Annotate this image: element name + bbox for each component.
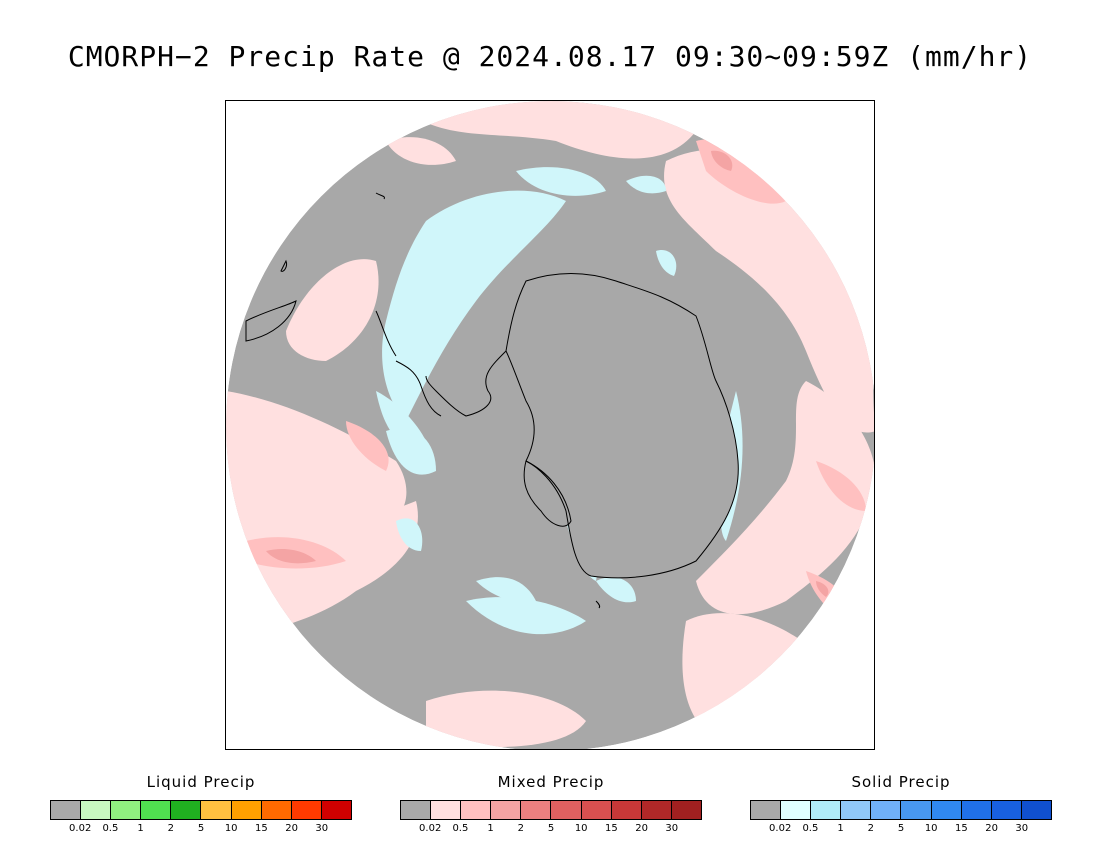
legend-mixed-precip: Mixed Precip 0.02 0.5 1 2 5 10 15 20 30 [400,772,702,836]
legend-title: Mixed Precip [497,773,605,791]
legend-swatch [201,801,232,819]
legend-swatch [171,801,202,819]
legend-swatch [1021,801,1051,819]
legend-tick-label: 2 [167,823,174,834]
legend-swatch [811,801,842,819]
legend-swatch [521,801,552,819]
legend-swatch [641,801,672,819]
legend-title: Liquid Precip [146,773,256,791]
legend-solid-precip: Solid Precip 0.02 0.5 1 2 5 10 15 20 30 [750,772,1052,836]
legend-swatch [81,801,112,819]
legend-tick-label: 10 [574,823,588,834]
legend-swatch [491,801,522,819]
legend-tick-label: 0.02 [769,823,792,834]
legend-tick-label: 5 [547,823,555,834]
legend-swatch [781,801,812,819]
mixed-precip-heavy [266,150,829,597]
polar-precip-map [226,101,874,749]
legend-color-bar [750,800,1052,820]
legend-tick-labels: 0.02 0.5 1 2 5 10 15 20 30 [750,820,1052,836]
legend-swatch [51,801,82,819]
legend-swatch [931,801,962,819]
legend-swatch [671,801,701,819]
legend-swatch [871,801,902,819]
legend-swatch [991,801,1022,819]
legend-swatch [291,801,322,819]
legend-title: Solid Precip [851,773,951,791]
legend-swatch [321,801,351,819]
legend-tick-label: 20 [985,823,998,834]
legend-tick-label: 15 [255,823,268,834]
coastlines [245,192,739,609]
legend-color-bar [400,800,702,820]
legend-swatch [841,801,872,819]
legend-swatch [581,801,612,819]
legend-swatch [261,801,292,819]
legend-tick-label: 30 [315,823,329,834]
legend-tick-label: 1 [487,823,494,834]
legend-tick-label: 10 [924,823,938,834]
legend-swatch [461,801,492,819]
legend-swatch [111,801,142,819]
legend-tick-label: 1 [837,823,844,834]
legend-swatch [231,801,262,819]
legend-tick-label: 2 [517,823,524,834]
legend-swatch [431,801,462,819]
legend-swatch [901,801,932,819]
legend-tick-label: 0.5 [802,823,819,834]
legend-liquid-precip: Liquid Precip 0.02 0.5 1 2 5 10 15 20 30 [50,772,352,836]
map-frame [225,100,875,750]
legend-swatch [551,801,582,819]
legend-swatch [611,801,642,819]
legend-tick-label: 10 [224,823,238,834]
legend-tick-label: 5 [197,823,205,834]
legend-tick-label: 30 [1015,823,1029,834]
map-title: CMORPH−2 Precip Rate @ 2024.08.17 09:30~… [67,40,1033,73]
legend-tick-label: 0.02 [69,823,92,834]
legend-tick-label: 0.5 [102,823,119,834]
legend-tick-label: 15 [955,823,968,834]
legend-swatch [141,801,172,819]
legend-tick-label: 15 [605,823,618,834]
legend-swatch [961,801,992,819]
legend-tick-label: 20 [285,823,298,834]
legend-tick-labels: 0.02 0.5 1 2 5 10 15 20 30 [50,820,352,836]
legend-color-bar [50,800,352,820]
legend-tick-label: 0.5 [452,823,469,834]
map-disk [226,101,874,749]
legend-swatch [401,801,432,819]
legend-tick-label: 0.02 [419,823,442,834]
legend-tick-label: 1 [137,823,144,834]
legend-tick-labels: 0.02 0.5 1 2 5 10 15 20 30 [400,820,702,836]
legend-tick-label: 20 [635,823,648,834]
legend-tick-label: 30 [665,823,679,834]
legend-tick-label: 5 [897,823,905,834]
legend-tick-label: 2 [867,823,874,834]
legend-swatch [751,801,782,819]
antarctic-landmass [506,273,739,578]
